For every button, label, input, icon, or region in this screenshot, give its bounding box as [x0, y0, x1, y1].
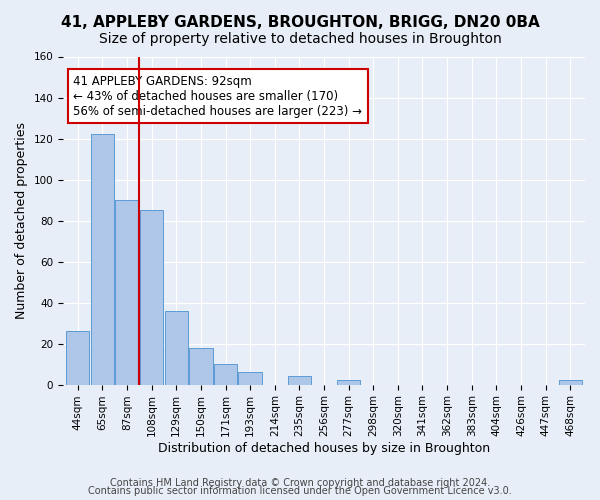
Bar	[140, 210, 163, 384]
Bar	[287, 376, 311, 384]
Bar	[115, 200, 139, 384]
Text: 41, APPLEBY GARDENS, BROUGHTON, BRIGG, DN20 0BA: 41, APPLEBY GARDENS, BROUGHTON, BRIGG, D…	[61, 15, 539, 30]
Bar	[238, 372, 262, 384]
Bar	[164, 311, 188, 384]
Text: 41 APPLEBY GARDENS: 92sqm
← 43% of detached houses are smaller (170)
56% of semi: 41 APPLEBY GARDENS: 92sqm ← 43% of detac…	[73, 74, 362, 118]
Bar	[214, 364, 237, 384]
Bar	[559, 380, 582, 384]
X-axis label: Distribution of detached houses by size in Broughton: Distribution of detached houses by size …	[158, 442, 490, 455]
Bar	[337, 380, 361, 384]
Y-axis label: Number of detached properties: Number of detached properties	[15, 122, 28, 319]
Bar	[91, 134, 114, 384]
Bar	[66, 332, 89, 384]
Text: Contains HM Land Registry data © Crown copyright and database right 2024.: Contains HM Land Registry data © Crown c…	[110, 478, 490, 488]
Text: Size of property relative to detached houses in Broughton: Size of property relative to detached ho…	[98, 32, 502, 46]
Text: Contains public sector information licensed under the Open Government Licence v3: Contains public sector information licen…	[88, 486, 512, 496]
Bar	[189, 348, 212, 385]
